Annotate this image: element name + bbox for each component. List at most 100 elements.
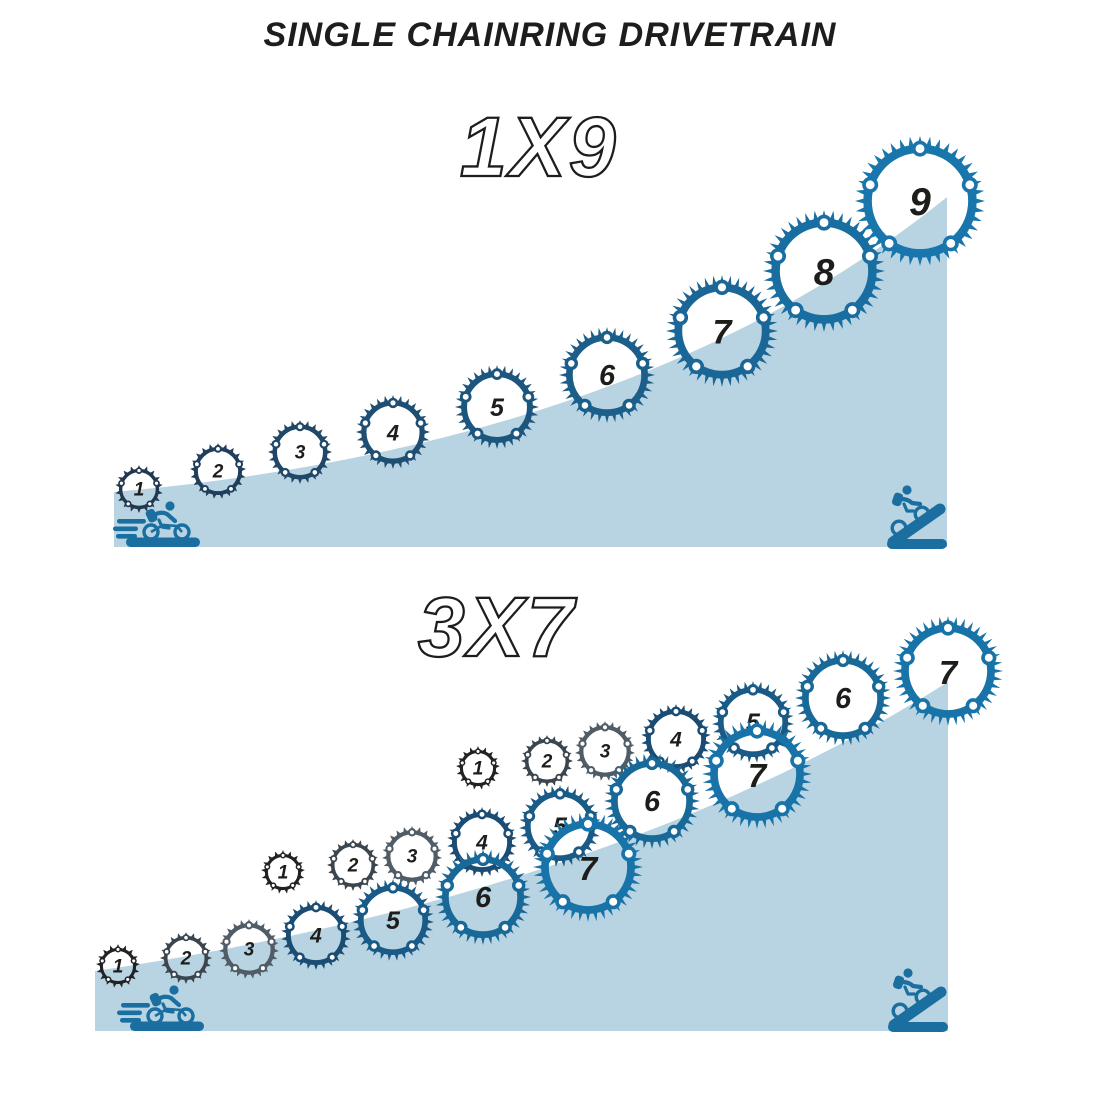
section-1x9: 1 2 3 4 5 6 7 8 9 1X9 xyxy=(113,99,985,549)
bolt-hole xyxy=(740,358,756,375)
bolt-hole xyxy=(940,620,956,636)
bolt-hole xyxy=(777,706,790,718)
gear-number: 1 xyxy=(473,758,484,779)
gear-sequence-1x9: 1 2 3 4 5 6 7 8 9 xyxy=(115,136,985,513)
rear-wheel xyxy=(890,519,908,537)
bolt-hole xyxy=(881,235,898,252)
speed-line xyxy=(121,1003,150,1008)
chainring-gear-7: 7 xyxy=(702,719,812,829)
bolt-hole xyxy=(459,390,472,403)
bolt-hole xyxy=(814,721,828,736)
bolt-hole xyxy=(387,882,399,894)
bolt-hole xyxy=(774,801,790,817)
bolt-hole xyxy=(531,773,539,781)
ramp xyxy=(887,503,946,548)
gear-number: 2 xyxy=(347,855,359,876)
gear-number: 7 xyxy=(713,313,734,351)
bolt-hole xyxy=(311,902,321,913)
bolt-hole xyxy=(465,778,472,785)
front-wheel xyxy=(913,505,931,523)
gear-number: 3 xyxy=(244,939,255,960)
speed-line xyxy=(120,1018,141,1023)
gear-number: 7 xyxy=(939,654,959,691)
bolt-hole xyxy=(430,844,439,853)
bolt-hole xyxy=(201,948,209,956)
bolt-hole xyxy=(942,235,959,252)
gear-number: 6 xyxy=(835,683,852,715)
bolt-hole xyxy=(118,479,125,487)
bolt-hole xyxy=(105,976,112,983)
bolt-hole xyxy=(124,976,131,983)
bolt-hole xyxy=(474,748,482,755)
chainring-gear-2: 2 xyxy=(327,839,379,891)
bolt-hole xyxy=(523,810,536,822)
gear-number: 6 xyxy=(644,786,661,818)
chainring-gear-6: 6 xyxy=(559,327,655,423)
bolt-hole xyxy=(440,878,454,893)
bolt-hole xyxy=(645,756,659,771)
fast-cyclist-icon xyxy=(113,501,200,547)
bolt-hole xyxy=(387,397,399,409)
speed-line xyxy=(117,1010,142,1016)
bolt-hole xyxy=(858,721,872,736)
chainring-gear-4: 4 xyxy=(356,395,430,469)
ground-bar xyxy=(126,537,200,547)
bolt-hole xyxy=(697,725,708,736)
bolt-hole xyxy=(153,479,160,487)
bolt-hole xyxy=(222,937,231,946)
bolt-hole xyxy=(609,782,623,797)
bolt-hole xyxy=(539,846,555,862)
bolt-hole xyxy=(201,485,209,493)
chainring-gear-3: 3 xyxy=(382,826,442,886)
rider-backpack xyxy=(149,992,162,1007)
bolt-hole xyxy=(554,788,566,800)
chainring-gear-2: 2 xyxy=(190,443,246,499)
bolt-hole xyxy=(130,957,137,964)
bolt-hole xyxy=(327,952,338,963)
bolt-hole xyxy=(361,877,369,885)
gear-number: 3 xyxy=(295,442,306,463)
bolt-hole xyxy=(330,855,338,863)
bolt-hole xyxy=(146,500,154,508)
bolt-hole xyxy=(543,737,551,745)
chainring-gear-5: 5 xyxy=(352,879,434,961)
chainring-gear-1: 1 xyxy=(115,465,163,513)
bolt-hole xyxy=(578,739,587,748)
bolt-hole xyxy=(749,723,765,739)
gear-number: 3 xyxy=(407,846,418,867)
rider-backpack xyxy=(892,975,905,990)
gear-number: 1 xyxy=(134,479,145,500)
bolt-hole xyxy=(476,852,490,867)
bolt-hole xyxy=(605,894,621,910)
bolt-hole xyxy=(227,485,235,493)
section-3x7: 123456712345671234567 3X7 xyxy=(95,579,1003,1032)
chainring-gear-1: 1 xyxy=(456,746,500,790)
rider-body xyxy=(898,496,923,507)
chainring-gear-3: 3 xyxy=(575,721,635,781)
bolt-hole xyxy=(289,882,296,889)
bolt-hole xyxy=(280,467,290,477)
chainring-gear-7: 7 xyxy=(533,812,643,922)
chainring-gear-8: 8 xyxy=(763,210,885,332)
bike-frame xyxy=(150,523,183,534)
hill-slope-1x9 xyxy=(114,197,947,547)
bolt-hole xyxy=(769,248,786,265)
bolt-hole xyxy=(450,828,461,839)
bolt-hole xyxy=(667,824,681,839)
bolt-hole xyxy=(622,398,636,413)
gear-number: 4 xyxy=(669,728,682,751)
chainring-gear-2: 2 xyxy=(521,735,573,787)
bolt-hole xyxy=(621,846,637,862)
rider-body xyxy=(151,510,178,524)
bolt-hole xyxy=(586,766,596,775)
gear-number: 5 xyxy=(386,907,401,935)
bolt-hole xyxy=(477,809,487,820)
bolt-hole xyxy=(368,855,376,863)
chainring-gear-4: 4 xyxy=(281,900,351,970)
bolt-hole xyxy=(490,759,497,766)
bolt-hole xyxy=(498,920,512,935)
bolt-hole xyxy=(294,952,305,963)
bolt-hole xyxy=(337,877,345,885)
front-wheel xyxy=(177,1007,195,1025)
